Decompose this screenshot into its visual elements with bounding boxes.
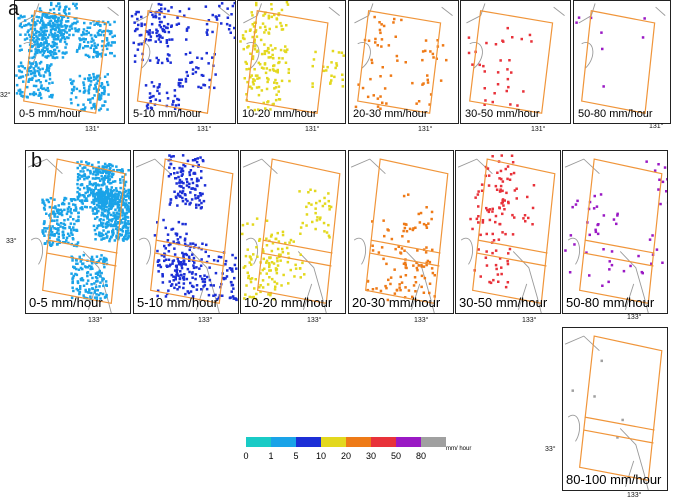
panel-b-5: 30-50 mm/hour <box>455 150 561 314</box>
map-a-1 <box>15 1 119 114</box>
legend-unit: mm/ hour <box>446 446 472 452</box>
legend-swatch-30-50 <box>371 437 396 447</box>
legend-colorbar <box>246 437 446 447</box>
legend-tick: 1 <box>268 451 274 461</box>
legend-tick: 10 <box>315 451 327 461</box>
lon-label-b-5: 133° <box>522 317 537 324</box>
map-b-2 <box>135 154 238 313</box>
lon-label-b-2: 133° <box>198 317 213 324</box>
legend-tick: 20 <box>340 451 352 461</box>
lon-label-a-6: 131° <box>649 123 664 130</box>
panel-b-7: 80-100 mm/hour <box>562 327 668 491</box>
panel-caption: 10-20 mm/hour <box>242 108 317 120</box>
row-a-label: a <box>8 0 20 20</box>
legend-tick: 5 <box>293 451 299 461</box>
row-b-label: b <box>31 150 43 172</box>
map-a-3 <box>239 1 345 114</box>
panel-a-3: 10-20 mm/hour <box>237 0 346 124</box>
legend-tick: 80 <box>415 451 427 461</box>
lat-label-b: 33° <box>6 238 17 245</box>
legend-swatch-20-30 <box>346 437 371 447</box>
legend-swatch-10-20 <box>321 437 346 447</box>
legend-swatch-80-plus <box>421 437 446 447</box>
legend-swatch-1-5 <box>271 437 296 447</box>
legend-tick: 30 <box>365 451 377 461</box>
legend-swatch-0-1 <box>246 437 271 447</box>
panel-caption: 5-10 mm/hour <box>137 295 218 310</box>
lon-label-a-1: 131° <box>85 126 100 133</box>
map-a-4 <box>354 3 453 114</box>
panel-caption: 50-80 mm/hour <box>578 108 653 120</box>
lon-label-b-6: 133° <box>627 314 642 321</box>
panel-caption: 10-20 mm/hour <box>244 295 333 310</box>
lon-label-b-4: 133° <box>414 317 429 324</box>
panel-a-6: 50-80 mm/hour <box>573 0 671 124</box>
panel-b-3: 10-20 mm/hour <box>240 150 346 314</box>
panel-b-2: 5-10 mm/hour <box>133 150 239 314</box>
panel-a-4: 20-30 mm/hour <box>348 0 459 124</box>
map-a-2 <box>130 1 235 114</box>
lat-label-a: 32° <box>0 92 11 99</box>
lon-label-b-3: 133° <box>307 317 322 324</box>
lon-label-a-5: 131° <box>531 126 546 133</box>
legend-swatch-5-10 <box>296 437 321 447</box>
map-b-4 <box>350 158 449 313</box>
lon-label-a-3: 131° <box>305 126 320 133</box>
panel-caption: 80-100 mm/hour <box>566 472 662 487</box>
map-a-5 <box>466 3 565 114</box>
panel-a-5: 30-50 mm/hour <box>460 0 571 124</box>
map-b-6 <box>564 158 667 313</box>
panel-caption: 20-30 mm/hour <box>353 108 428 120</box>
panel-caption: 5-10 mm/hour <box>133 108 202 120</box>
panel-caption: 0-5 mm/hour <box>19 108 82 120</box>
lat-label-b-7: 33° <box>545 446 556 453</box>
panel-caption: 50-80 mm/hour <box>566 295 655 310</box>
panel-a-1: 0-5 mm/hour <box>14 0 125 124</box>
panel-b-4: 20-30 mm/hour <box>348 150 454 314</box>
lon-label-b-7: 133° <box>627 492 642 499</box>
map-b-1 <box>27 158 130 313</box>
map-b-3 <box>241 158 341 313</box>
panel-b-6: 50-80 mm/hour <box>562 150 668 314</box>
map-a-6 <box>575 3 666 114</box>
panel-caption: 20-30 mm/hour <box>352 295 441 310</box>
legend-swatch-50-80 <box>396 437 421 447</box>
panel-caption: 30-50 mm/hour <box>459 295 548 310</box>
lon-label-a-2: 131° <box>197 126 212 133</box>
lon-label-b-1: 133° <box>88 317 103 324</box>
legend-tick: 50 <box>390 451 402 461</box>
map-b-7 <box>564 335 663 490</box>
legend-tick: 0 <box>243 451 249 461</box>
panel-caption: 0-5 mm/hour <box>29 295 103 310</box>
panel-caption: 30-50 mm/hour <box>465 108 540 120</box>
lon-label-a-4: 131° <box>418 126 433 133</box>
map-b-5 <box>457 154 556 313</box>
panel-a-2: 5-10 mm/hour <box>128 0 236 124</box>
panel-b-1: 0-5 mm/hour <box>25 150 131 314</box>
